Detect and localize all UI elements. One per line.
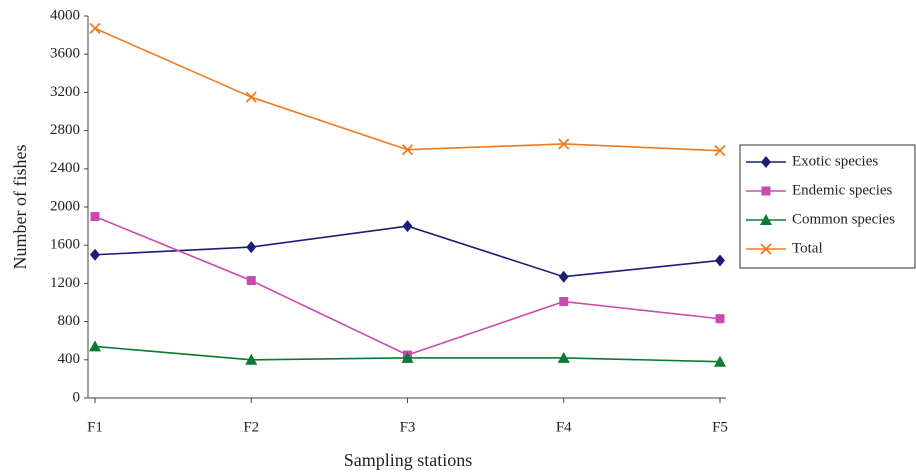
y-tick-label: 400 bbox=[58, 351, 81, 367]
y-tick-label: 3200 bbox=[50, 84, 80, 100]
marker bbox=[714, 145, 726, 157]
marker bbox=[402, 220, 413, 233]
marker bbox=[558, 138, 570, 150]
x-axis-label: Sampling stations bbox=[344, 450, 473, 470]
legend-marker bbox=[761, 186, 771, 196]
marker bbox=[558, 270, 569, 283]
x-tick-label: F2 bbox=[243, 419, 259, 435]
y-tick-label: 2800 bbox=[50, 122, 80, 138]
marker bbox=[89, 340, 101, 352]
y-tick-label: 0 bbox=[73, 389, 81, 405]
marker bbox=[245, 353, 258, 365]
marker bbox=[89, 22, 101, 35]
series-line bbox=[94, 225, 721, 278]
y-tick-label: 4000 bbox=[50, 7, 80, 23]
legend-label: Exotic species bbox=[792, 153, 878, 169]
marker bbox=[557, 351, 570, 363]
legend-marker bbox=[760, 243, 772, 255]
x-tick-label: F5 bbox=[712, 419, 728, 435]
x-tick-label: F1 bbox=[87, 419, 103, 435]
x-tick-label: F3 bbox=[400, 419, 416, 435]
legend-box bbox=[739, 144, 916, 269]
marker bbox=[246, 276, 256, 286]
series-line bbox=[94, 215, 721, 356]
marker bbox=[90, 212, 100, 222]
marker bbox=[90, 248, 100, 261]
marker bbox=[715, 254, 725, 267]
legend-label: Common species bbox=[792, 211, 895, 227]
legend-label: Endemic species bbox=[792, 182, 893, 198]
y-tick-label: 800 bbox=[58, 313, 81, 329]
legend-label: Total bbox=[792, 240, 823, 256]
y-tick-label: 1200 bbox=[50, 275, 80, 291]
legend-marker bbox=[760, 214, 772, 225]
y-tick-label: 2000 bbox=[50, 198, 80, 214]
legend-marker bbox=[761, 156, 771, 168]
x-tick-label: F4 bbox=[556, 419, 572, 435]
marker bbox=[715, 314, 725, 324]
marker bbox=[401, 351, 414, 363]
y-tick-label: 1600 bbox=[50, 237, 80, 253]
y-axis-label: Number of fishes bbox=[10, 145, 30, 270]
marker bbox=[401, 144, 414, 156]
y-tick-label: 3600 bbox=[50, 46, 80, 62]
series-line bbox=[94, 27, 721, 152]
marker bbox=[245, 91, 257, 103]
marker bbox=[559, 297, 569, 307]
y-tick-label: 2400 bbox=[50, 160, 80, 176]
marker bbox=[714, 355, 726, 367]
marker bbox=[246, 241, 257, 254]
